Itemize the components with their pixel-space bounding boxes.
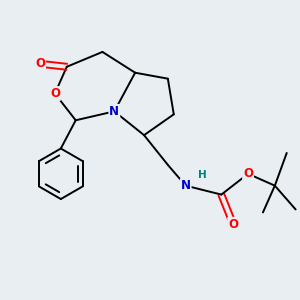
Text: O: O bbox=[35, 57, 45, 70]
Text: N: N bbox=[181, 179, 191, 192]
Text: O: O bbox=[50, 87, 60, 100]
Text: O: O bbox=[243, 167, 253, 180]
Text: N: N bbox=[109, 105, 119, 118]
Text: H: H bbox=[198, 170, 206, 180]
Text: O: O bbox=[228, 218, 238, 231]
